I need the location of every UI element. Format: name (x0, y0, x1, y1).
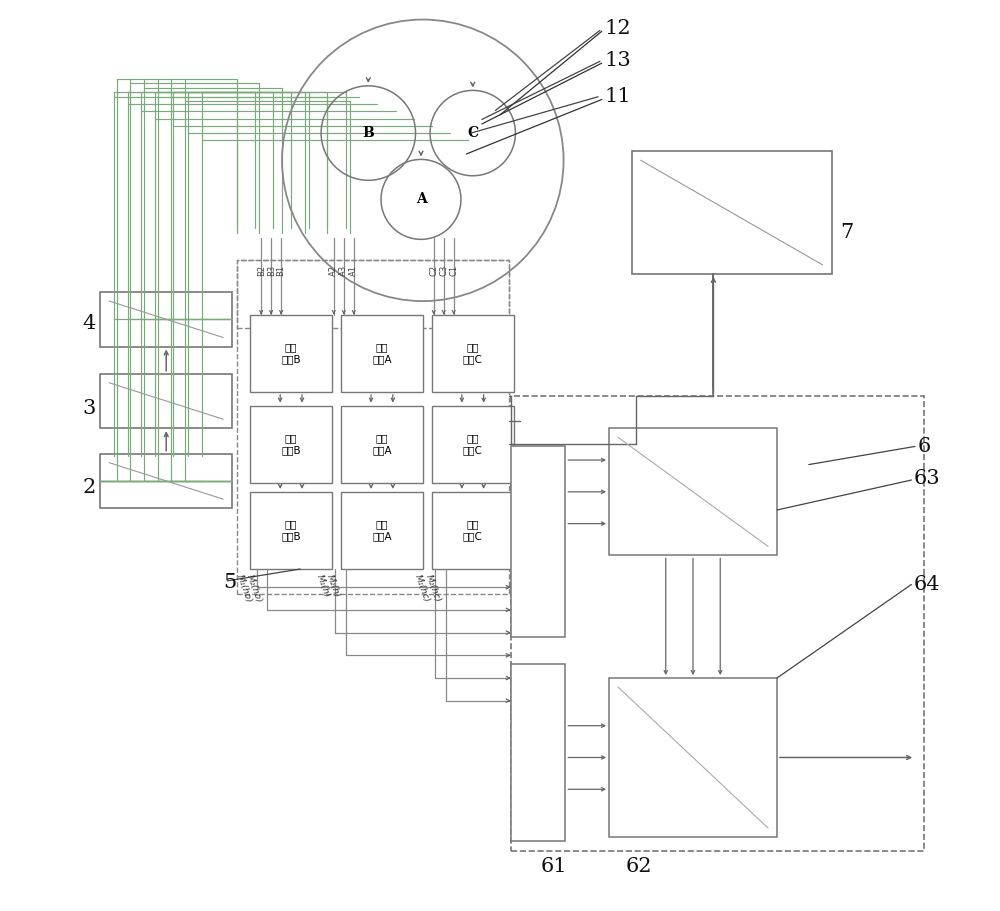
Text: A3: A3 (339, 265, 348, 276)
Bar (432, 405, 514, 483)
Text: 滤波
放大C: 滤波 放大C (463, 433, 483, 456)
Text: M₂(hᴅ): M₂(hᴅ) (245, 574, 264, 605)
Text: 12: 12 (604, 19, 631, 38)
Text: C1: C1 (449, 265, 458, 276)
Bar (237, 261, 509, 328)
Text: A: A (416, 192, 426, 207)
Text: 11: 11 (604, 87, 631, 107)
Text: 7: 7 (841, 223, 854, 242)
Text: 除法
电路B: 除法 电路B (281, 519, 301, 542)
Text: 62: 62 (625, 856, 652, 875)
Text: M₂(h): M₂(h) (325, 574, 342, 599)
Text: M₁(h): M₁(h) (314, 574, 331, 599)
Bar (341, 492, 423, 569)
Text: 光电
转换C: 光电 转换C (463, 343, 483, 364)
Text: 光电
转换A: 光电 转换A (372, 343, 392, 364)
Text: B: B (362, 126, 374, 140)
Text: C3: C3 (439, 265, 448, 276)
Bar (100, 292, 232, 346)
Text: A1: A1 (349, 265, 358, 276)
Text: 2: 2 (82, 477, 95, 496)
Bar (341, 405, 423, 483)
Bar (609, 428, 777, 556)
Text: B3: B3 (267, 265, 276, 276)
Bar (632, 151, 832, 274)
Bar (100, 454, 232, 508)
Bar (511, 664, 565, 842)
Bar (237, 261, 509, 594)
Bar (250, 405, 332, 483)
Bar (432, 314, 514, 392)
Text: C: C (467, 126, 478, 140)
Bar (511, 396, 924, 851)
Text: M₁(hᴅ): M₁(hᴅ) (234, 574, 253, 605)
Text: 5: 5 (223, 573, 236, 592)
Text: A2: A2 (329, 265, 338, 276)
Text: M₁(hᴄ): M₁(hᴄ) (413, 574, 431, 604)
Bar (250, 314, 332, 392)
Text: 除法
电路A: 除法 电路A (372, 519, 392, 542)
Text: 4: 4 (82, 314, 95, 333)
Bar (511, 446, 565, 637)
Text: 滤波
放大B: 滤波 放大B (281, 433, 301, 456)
Bar (432, 492, 514, 569)
Text: 61: 61 (541, 856, 567, 875)
Bar (341, 314, 423, 392)
Text: 光电
转换B: 光电 转换B (281, 343, 301, 364)
Bar (250, 492, 332, 569)
Text: B2: B2 (257, 265, 266, 276)
Text: C2: C2 (429, 265, 438, 276)
Text: 除法
电路C: 除法 电路C (463, 519, 483, 542)
Bar (609, 678, 777, 837)
Text: 63: 63 (913, 468, 940, 487)
Text: 滤波
放大A: 滤波 放大A (372, 433, 392, 456)
Text: 3: 3 (82, 399, 96, 418)
Text: M₂(hᴄ): M₂(hᴄ) (423, 574, 442, 604)
Text: 64: 64 (913, 575, 940, 594)
Bar (100, 374, 232, 428)
Text: 6: 6 (918, 437, 931, 456)
Text: 13: 13 (604, 51, 631, 70)
Text: B1: B1 (277, 265, 286, 276)
